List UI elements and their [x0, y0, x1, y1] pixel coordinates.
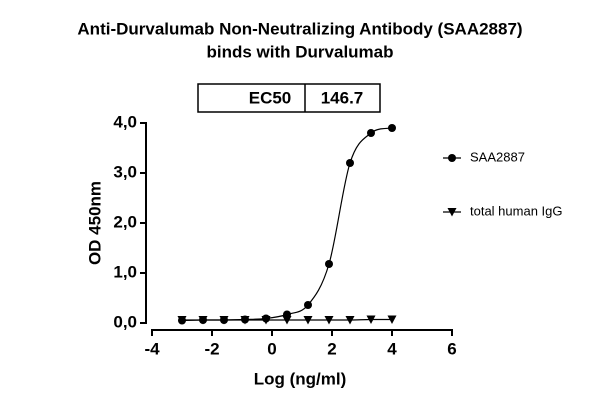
legend-marker: [447, 208, 457, 217]
data-point: [304, 301, 312, 309]
data-point: [346, 159, 354, 167]
x-tick-label: -2: [204, 339, 219, 358]
y-tick-label: 3,0: [113, 162, 137, 181]
data-point: [198, 316, 208, 325]
legend-label: total human IgG: [470, 203, 563, 218]
x-tick-label: 0: [267, 339, 276, 358]
annotation-value: 146.7: [321, 88, 364, 107]
data-point: [325, 260, 333, 268]
series-line: [181, 127, 393, 322]
data-point: [324, 316, 334, 325]
chart-title: Anti-Durvalumab Non-Neutralizing Antibod…: [77, 19, 522, 38]
y-tick-label: 2,0: [113, 212, 137, 231]
x-tick-label: 2: [327, 339, 336, 358]
x-tick-label: -4: [144, 339, 160, 358]
legend-marker: [448, 154, 456, 162]
data-point: [367, 129, 375, 137]
data-point: [345, 316, 355, 325]
y-tick-label: 4,0: [113, 112, 137, 131]
y-tick-label: 1,0: [113, 262, 137, 281]
annotation-label: EC50: [249, 88, 292, 107]
data-point: [219, 316, 229, 325]
data-point: [177, 316, 187, 325]
data-point: [261, 316, 271, 325]
data-point: [303, 316, 313, 325]
chart-title: binds with Durvalumab: [206, 42, 393, 61]
data-point: [388, 124, 396, 132]
x-axis-label: Log (ng/ml): [254, 369, 347, 388]
data-point: [282, 316, 292, 325]
y-axis-label: OD 450nm: [85, 181, 104, 265]
y-tick-label: 0,0: [113, 312, 137, 331]
x-tick-label: 6: [447, 339, 456, 358]
data-point: [366, 315, 376, 324]
data-point: [387, 315, 397, 324]
legend-label: SAA2887: [470, 149, 525, 164]
data-point: [240, 316, 250, 325]
x-tick-label: 4: [387, 339, 397, 358]
annotation-box: [197, 83, 381, 113]
